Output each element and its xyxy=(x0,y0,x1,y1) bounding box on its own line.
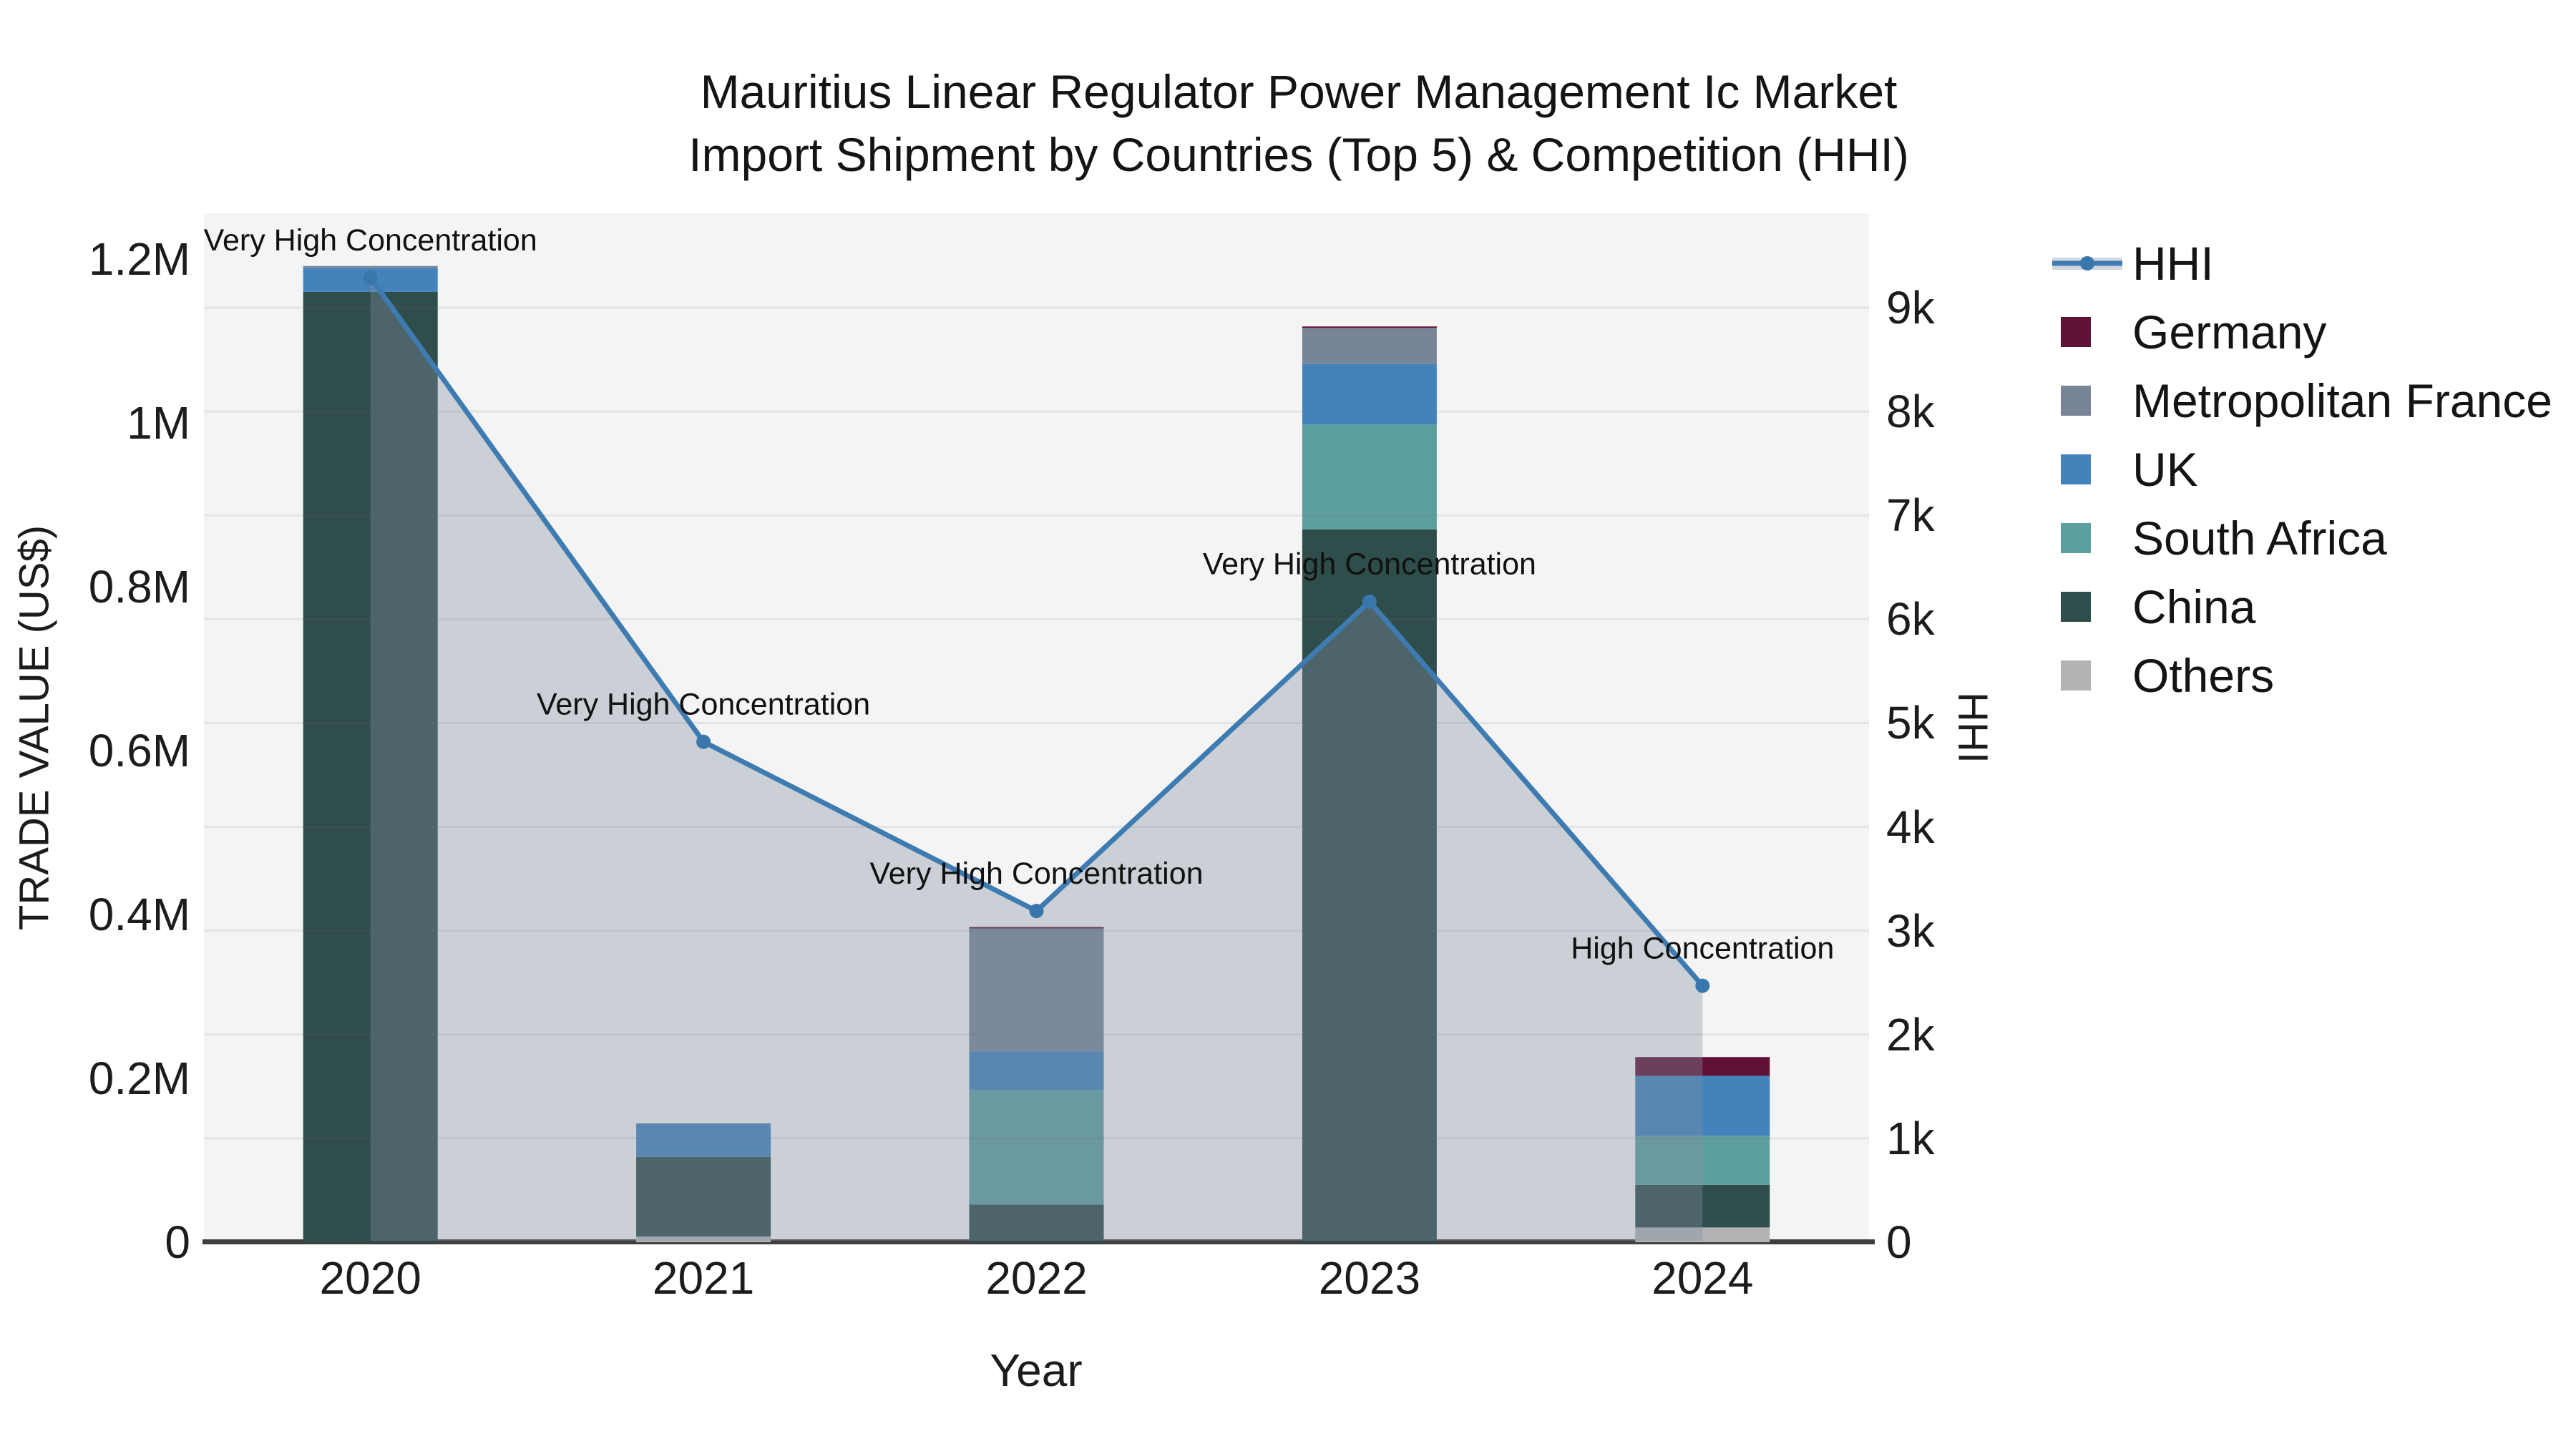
annotation-2023: Very High Concentration xyxy=(1203,547,1536,582)
annotation-2021: Very High Concentration xyxy=(537,688,870,722)
hhi-marker-2023 xyxy=(1362,594,1377,609)
y-axis-title-right: HHI xyxy=(1949,692,1996,763)
legend-label: China xyxy=(2132,580,2256,633)
bar-segment-south-africa-2024 xyxy=(1635,1136,1770,1185)
chart-title: Mauritius Linear Regulator Power Managem… xyxy=(688,60,1909,186)
legend-item-china[interactable]: China xyxy=(2051,572,2552,641)
legend-swatch-icon xyxy=(2051,660,2125,691)
y-axis-title-left: TRADE VALUE (US$) xyxy=(11,525,58,931)
y-right-tick-1k: 1k xyxy=(1886,1112,1935,1164)
annotation-2024: High Concentration xyxy=(1571,932,1834,966)
bar-segment-others-2024 xyxy=(1635,1227,1770,1242)
legend-color-swatch xyxy=(2061,523,2091,553)
legend-label: Germany xyxy=(2132,306,2327,358)
y-axis-ticks-left: 0 0.2M 0.4M 0.6M 0.8M 1M 1.2M xyxy=(0,0,195,1449)
bar-segment-china-2024 xyxy=(1635,1184,1770,1228)
legend-item-south-africa[interactable]: South Africa xyxy=(2051,504,2552,572)
y-right-tick-2k: 2k xyxy=(1886,1008,1935,1060)
y-right-tick-8k: 8k xyxy=(1886,386,1935,438)
legend-color-swatch xyxy=(2061,592,2091,622)
chart-title-line1: Mauritius Linear Regulator Power Managem… xyxy=(700,65,1898,118)
y-right-tick-7k: 7k xyxy=(1886,489,1935,542)
y-left-tick-0.4M: 0.4M xyxy=(88,889,190,941)
bar-segment-china-2020 xyxy=(303,291,438,1242)
legend-swatch-icon xyxy=(2051,385,2125,416)
y-left-tick-0: 0 xyxy=(165,1216,190,1268)
bar-segment-germany-2022 xyxy=(969,927,1104,929)
y-left-tick-1M: 1M xyxy=(127,397,190,449)
hhi-area-fill xyxy=(370,277,1703,1241)
hhi-line-icon-svg xyxy=(2052,256,2122,270)
bar-segment-uk-2023 xyxy=(1302,364,1437,425)
y-right-tick-5k: 5k xyxy=(1886,697,1935,749)
legend: HHI Germany Metropolitan France UK South Afr… xyxy=(2051,229,2552,710)
legend-color-swatch xyxy=(2061,386,2091,416)
legend-item-others[interactable]: Others xyxy=(2051,641,2552,710)
bar-segment-metropolitan-france-2022 xyxy=(969,928,1104,1052)
annotation-2020: Very High Concentration xyxy=(204,223,537,258)
bar-segment-south-africa-2023 xyxy=(1302,424,1437,530)
hhi-marker-2020 xyxy=(363,270,378,285)
bar-segment-china-2021 xyxy=(636,1156,771,1236)
legend-label: Others xyxy=(2132,649,2275,702)
legend-label: UK xyxy=(2132,443,2198,496)
bar-segment-china-2022 xyxy=(969,1204,1104,1242)
y-right-tick-0: 0 xyxy=(1886,1216,1912,1268)
annotation-2022: Very High Concentration xyxy=(869,857,1203,891)
bar-segment-metropolitan-france-2020 xyxy=(303,265,438,268)
y-left-tick-0.6M: 0.6M xyxy=(88,725,190,777)
bar-segment-uk-2022 xyxy=(969,1051,1104,1091)
legend-item-germany[interactable]: Germany xyxy=(2051,298,2552,366)
legend-color-swatch xyxy=(2061,660,2091,691)
bar-segment-germany-2024 xyxy=(1635,1057,1770,1076)
legend-item-metropolitan-france[interactable]: Metropolitan France xyxy=(2051,366,2552,435)
y-left-tick-0.8M: 0.8M xyxy=(88,561,190,613)
y-right-tick-4k: 4k xyxy=(1886,801,1935,853)
chart-canvas: Very High Concentration Very High Concent… xyxy=(203,213,1875,1244)
bar-segment-uk-2024 xyxy=(1635,1075,1770,1136)
legend-color-swatch xyxy=(2061,454,2091,484)
x-tick-2023: 2023 xyxy=(1318,1252,1421,1304)
legend-color-swatch xyxy=(2061,317,2091,347)
hhi-marker-2021 xyxy=(696,734,711,749)
legend-swatch-icon xyxy=(2051,316,2125,348)
legend-swatch-icon xyxy=(2051,454,2125,485)
x-tick-2021: 2021 xyxy=(652,1252,755,1304)
y-left-tick-0.2M: 0.2M xyxy=(88,1053,190,1105)
legend-label: South Africa xyxy=(2132,512,2387,565)
x-axis-title: Year xyxy=(990,1345,1083,1396)
bar-segment-china-2023 xyxy=(1302,529,1437,1242)
x-tick-2024: 2024 xyxy=(1652,1252,1754,1304)
bar-segment-metropolitan-france-2023 xyxy=(1302,328,1437,364)
y-right-tick-6k: 6k xyxy=(1886,593,1935,645)
x-tick-2020: 2020 xyxy=(319,1252,421,1304)
legend-label: HHI xyxy=(2132,237,2214,290)
bar-segment-germany-2023 xyxy=(1302,326,1437,328)
hhi-marker-2022 xyxy=(1029,904,1044,919)
hhi-line-icon xyxy=(2051,248,2125,279)
bar-segment-uk-2021 xyxy=(636,1123,771,1157)
legend-swatch-icon xyxy=(2051,522,2125,554)
hhi-marker-2024 xyxy=(1695,978,1710,993)
legend-item-hhi[interactable]: HHI xyxy=(2051,229,2552,298)
chart-title-line2: Import Shipment by Countries (Top 5) & C… xyxy=(688,128,1909,181)
bar-segment-south-africa-2022 xyxy=(969,1090,1104,1205)
y-left-tick-1.2M: 1.2M xyxy=(88,233,190,286)
legend-item-uk[interactable]: UK xyxy=(2051,435,2552,504)
y-right-tick-3k: 3k xyxy=(1886,904,1935,957)
y-right-tick-9k: 9k xyxy=(1886,282,1935,334)
y-axis-ticks-right: 0 1k 2k 3k 4k 5k 6k 7k 8k 9k xyxy=(1886,0,2072,1449)
legend-swatch-icon xyxy=(2051,591,2125,623)
legend-label: Metropolitan France xyxy=(2132,374,2552,427)
bar-segment-others-2021 xyxy=(636,1236,771,1242)
x-tick-2022: 2022 xyxy=(985,1252,1088,1304)
